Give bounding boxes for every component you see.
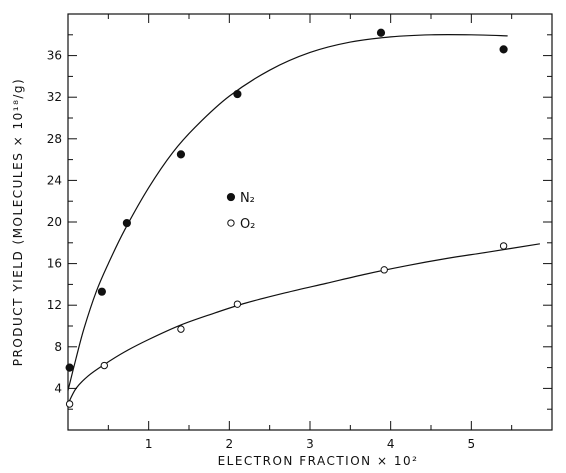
n2-data-point (97, 287, 106, 296)
plot-frame (67, 13, 553, 431)
y-tick-label: 12 (47, 298, 62, 312)
o2-fit-curve (67, 243, 540, 405)
y-tick-label: 36 (47, 49, 62, 63)
legend-marker (226, 192, 236, 202)
o2-data-point (65, 400, 74, 408)
y-tick-label: 8 (54, 340, 62, 354)
o2-data-point (100, 361, 109, 370)
n2-data-point (499, 45, 508, 54)
legend-label: N₂ (240, 191, 255, 206)
y-tick-label: 24 (47, 173, 62, 187)
y-tick-label: 16 (47, 257, 62, 271)
o2-data-point (380, 266, 388, 274)
y-tick-label: 20 (47, 215, 62, 229)
n2-data-point (65, 363, 74, 372)
o2-data-point (177, 325, 185, 333)
o2-data-point (233, 300, 242, 308)
n2-data-point (176, 150, 186, 159)
x-axis-label: ELECTRON FRACTION × 10² (218, 454, 419, 468)
n2-data-point (122, 218, 131, 228)
n2-data-point (233, 89, 242, 99)
legend-marker (227, 219, 235, 227)
x-tick-label: 1 (145, 437, 153, 451)
o2-data-point (499, 242, 508, 250)
x-tick-label: 4 (387, 437, 395, 451)
x-tick-label: 5 (468, 437, 476, 451)
x-tick-label: 2 (226, 437, 234, 451)
y-tick-label: 32 (47, 90, 62, 104)
n2-fit-curve (67, 34, 508, 391)
legend-label: O₂ (240, 217, 255, 232)
y-tick-label: 28 (47, 132, 62, 146)
y-axis-label: PRODUCT YIELD (MOLECULES × 10¹⁸/g) (11, 78, 25, 366)
x-tick-label: 3 (306, 437, 314, 451)
n2-data-point (376, 28, 386, 37)
y-tick-label: 4 (54, 381, 62, 395)
